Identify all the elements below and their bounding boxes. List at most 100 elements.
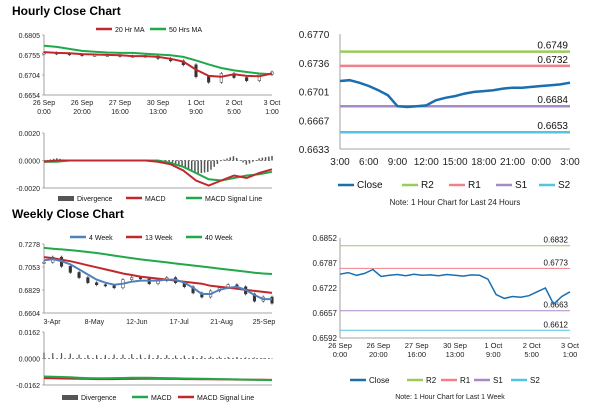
weekly-13-week-line: [43, 256, 273, 294]
week1h-level-label-s2: 0.6612: [544, 320, 569, 329]
hourly-macd-legend-divergence: Divergence: [77, 196, 113, 203]
week1h-x-tick-label: 1 Oct: [484, 341, 503, 350]
hourly-macd-y-tick-label: 0.0020: [19, 131, 41, 138]
week1h-x-tick-label: 26 Sep: [328, 341, 352, 350]
h24-y-tick-label: 0.6667: [299, 116, 330, 127]
hourly-price-x-tick-label-time: 9:00: [189, 109, 203, 116]
h24-y-tick-label: 0.6736: [299, 59, 330, 70]
week1h-x-tick-label: 2 Oct: [523, 341, 542, 350]
hourly-price-x-tick-label-time: 16:00: [111, 109, 129, 116]
price-candle-body: [77, 272, 81, 278]
ma50-line: [43, 44, 273, 76]
weekly-price-x-tick-label: 21-Aug: [210, 319, 233, 326]
week1h-level-label-s1: 0.6663: [544, 301, 569, 310]
price-candle-body: [112, 285, 116, 289]
price-candle-body: [42, 261, 46, 264]
weekly-price-x-tick-label: 8-May: [85, 319, 105, 326]
hourly-price-y-tick-label: 0.6805: [19, 33, 41, 40]
week1h-y-tick-label: 0.6722: [313, 284, 338, 293]
week1h-x-tick-label: 3 Oct: [561, 341, 580, 350]
week1h-x-tick-label-time: 20:00: [369, 350, 388, 359]
h24-x-tick-label: 3:00: [330, 157, 350, 168]
h24-level-label-s2: 0.6653: [537, 121, 568, 132]
ma20-line: [43, 51, 273, 78]
hourly-price-x-tick-label: 26 Sep: [33, 100, 55, 107]
h24-y-tick-label: 0.6633: [299, 145, 330, 156]
weekly-price-y-tick-label: 0.7053: [19, 265, 41, 272]
week1h-level-label-r2: 0.6832: [544, 236, 569, 245]
week1h-y-tick-label: 0.6852: [313, 234, 338, 243]
weekly-40-week-line: [43, 246, 273, 275]
hourly-price-x-tick-label: 30 Sep: [147, 100, 169, 107]
weekly-price-y-tick-label: 0.6604: [19, 311, 41, 318]
h24-x-tick-label: 21:00: [500, 157, 525, 168]
hourly-chart-title: Hourly Close Chart: [12, 4, 121, 18]
hourly-macd-legend-macd: MACD: [145, 196, 166, 203]
week1h-close-line: [339, 268, 571, 306]
week1h-legend-r2: R2: [426, 376, 437, 385]
hourly-price-x-tick-label-time: 5:00: [227, 109, 241, 116]
hourly-price-y-tick-label: 0.6704: [19, 73, 41, 80]
week1h-x-tick-label-time: 1:00: [563, 350, 578, 359]
weekly-macd-legend-signal: MACD Signal Line: [197, 395, 254, 402]
week1h-x-tick-label-time: 0:00: [333, 350, 348, 359]
h24-x-tick-label: 15:00: [442, 157, 467, 168]
h24-x-tick-label: 3:00: [560, 157, 580, 168]
h24-y-tick-label: 0.6701: [299, 88, 330, 99]
weekly-legend-13-week: 13 Week: [145, 235, 173, 242]
legend-20hr-ma: 20 Hr MA: [115, 27, 145, 34]
h24-legend-s1: S1: [515, 180, 528, 191]
week1h-x-tick-label-time: 5:00: [524, 350, 539, 359]
price-candle-body: [219, 73, 223, 83]
week1h-x-tick-label-time: 13:00: [446, 350, 465, 359]
weekly-chart-title: Weekly Close Chart: [12, 207, 124, 221]
price-candle-body: [245, 77, 249, 81]
week1h-x-tick-label-time: 9:00: [486, 350, 501, 359]
week1h-legend-close: Close: [369, 376, 390, 385]
hourly-price-x-tick-label: 3 Oct: [264, 100, 281, 107]
h24-legend-r1: R1: [468, 180, 481, 191]
weekly-macd-y-tick-label: 0.0162: [19, 330, 41, 337]
h24-level-label-r2: 0.6749: [537, 41, 568, 52]
week1h-y-tick-label: 0.6657: [313, 309, 338, 318]
weekly-price-y-tick-label: 0.7278: [19, 242, 41, 249]
hourly-macd-line: [43, 159, 273, 187]
h24-level-label-s1: 0.6684: [537, 95, 568, 106]
h24-close-line: [339, 78, 571, 109]
weekly-macd-legend-divergence-swatch: [62, 395, 78, 400]
week1h-note: Note: 1 Hour Chart for Last 1 Week: [395, 394, 505, 401]
price-candle-body: [270, 296, 274, 304]
weekly-macd-legend-divergence: Divergence: [81, 395, 117, 402]
h24-x-tick-label: 6:00: [359, 157, 379, 168]
h24-legend-close: Close: [357, 180, 383, 191]
hourly-price-x-tick-label: 27 Sep: [109, 100, 131, 107]
weekly-macd-y-tick-label: -0.0162: [16, 383, 40, 390]
h24-y-tick-label: 0.6770: [299, 30, 330, 41]
week1h-legend-s1: S1: [493, 376, 503, 385]
price-candle-body: [130, 277, 134, 280]
weekly-legend-4-week: 4 Week: [89, 235, 113, 242]
weekly-price-x-tick-label: 17-Jul: [170, 319, 190, 326]
week1h-x-tick-label: 30 Sep: [443, 341, 467, 350]
h24-x-tick-label: 9:00: [388, 157, 408, 168]
hourly-price-x-tick-label-time: 1:00: [265, 109, 279, 116]
price-candle-body: [68, 266, 72, 273]
weekly-macd-y-tick-label: 0.0000: [19, 357, 41, 364]
weekly-4-week-line: [43, 258, 272, 301]
price-candle-body: [103, 284, 107, 287]
hourly-macd-legend-signal: MACD Signal Line: [205, 196, 262, 203]
hourly-price-y-tick-label: 0.6755: [19, 53, 41, 60]
price-candle-body: [86, 277, 90, 283]
weekly-macd-line: [43, 375, 273, 382]
week1h-x-tick-label: 26 Sep: [366, 341, 390, 350]
weekly-macd-legend-macd: MACD: [151, 395, 172, 402]
week1h-legend-r1: R1: [460, 376, 471, 385]
h24-x-tick-label: 12:00: [414, 157, 439, 168]
hourly-price-x-tick-label: 1 Oct: [188, 100, 205, 107]
hourly-macd-legend-divergence-swatch: [58, 196, 74, 201]
weekly-price-x-tick-label: 25-Sep: [253, 319, 276, 326]
